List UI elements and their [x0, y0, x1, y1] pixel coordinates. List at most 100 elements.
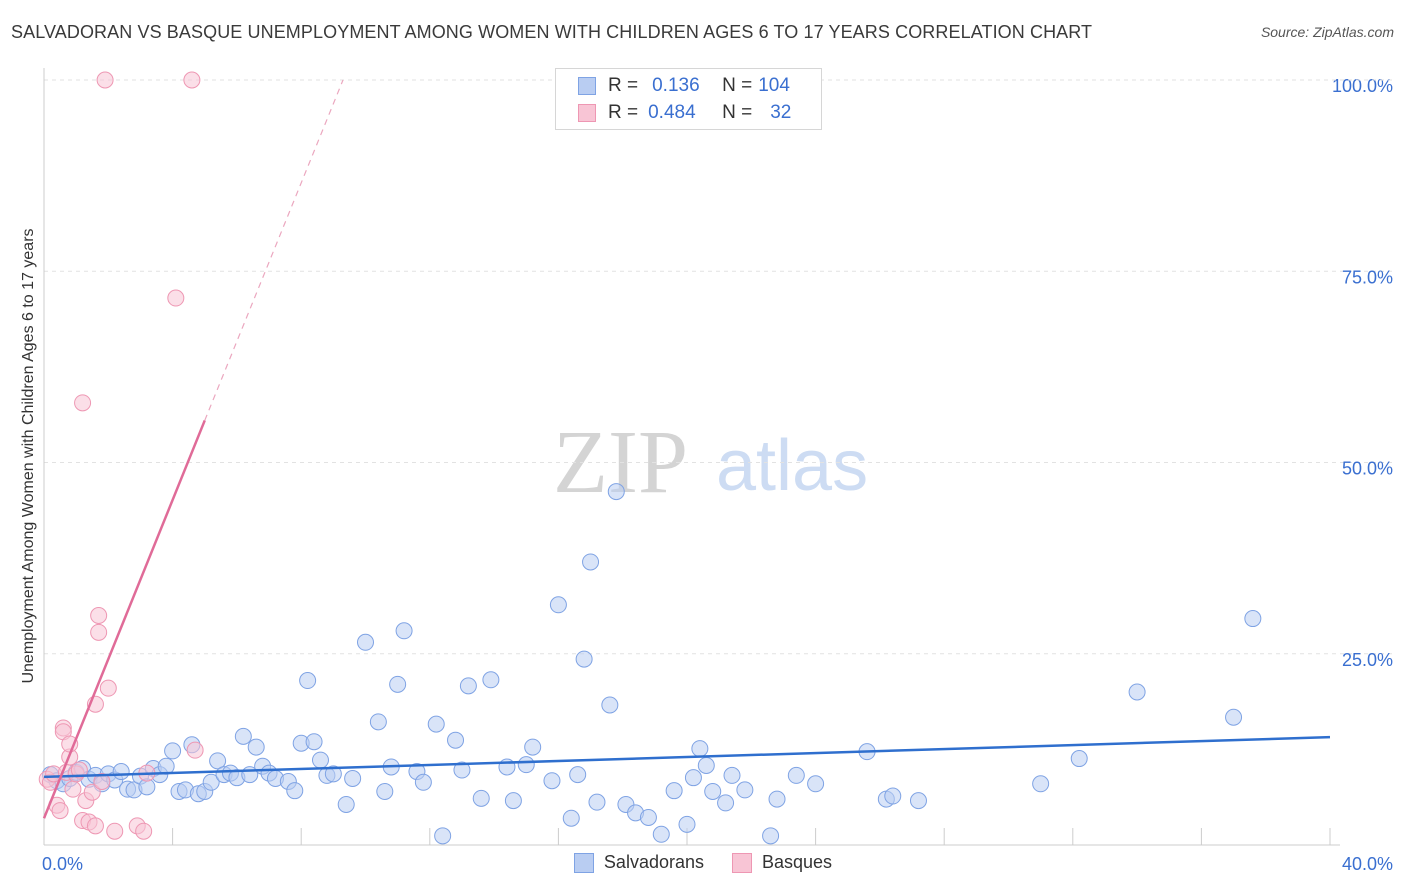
legend-n-value-basques: 32: [770, 102, 792, 123]
y-tick-label: 100.0%: [1332, 76, 1393, 96]
legend-r-value-salvadorans: 0.136: [652, 75, 700, 96]
point-basques: [51, 802, 69, 820]
point-basques: [70, 761, 88, 779]
point-salvadorans: [376, 782, 394, 800]
point-salvadorans: [884, 787, 902, 805]
point-salvadorans: [601, 696, 619, 714]
point-salvadorans: [311, 751, 329, 769]
legend-r-label: R =: [608, 75, 639, 96]
point-basques: [99, 679, 117, 697]
point-salvadorans: [1244, 610, 1262, 628]
point-salvadorans: [768, 790, 786, 808]
point-salvadorans: [447, 731, 465, 749]
legend-row-salvadorans: R = 0.136 N = 104: [578, 74, 790, 98]
point-basques: [64, 780, 82, 798]
point-salvadorans: [607, 483, 625, 501]
point-salvadorans: [453, 761, 471, 779]
point-salvadorans: [543, 772, 561, 790]
point-basques: [96, 71, 114, 89]
series-legend-salvadorans[interactable]: Salvadorans: [573, 852, 704, 873]
source-credit: Source: ZipAtlas.com: [1260, 24, 1394, 40]
point-salvadorans: [1070, 750, 1088, 768]
point-salvadorans: [582, 553, 600, 571]
point-salvadorans: [691, 740, 709, 758]
point-salvadorans: [588, 793, 606, 811]
point-basques: [135, 822, 153, 840]
point-salvadorans: [459, 677, 477, 695]
series-legend: Salvadorans Basques: [0, 852, 1406, 873]
legend-n-value-salvadorans: 104: [758, 75, 790, 96]
point-salvadorans: [909, 792, 927, 810]
point-salvadorans: [427, 715, 445, 733]
watermark-atlas: atlas: [716, 426, 868, 506]
series-swatch-salvadorans: [573, 852, 594, 873]
point-basques: [106, 822, 124, 840]
point-salvadorans: [389, 675, 407, 693]
point-salvadorans: [562, 809, 580, 827]
point-salvadorans: [665, 782, 683, 800]
correlation-legend: R = 0.136 N = 104 R = 0.484 N = 32: [555, 68, 822, 130]
point-salvadorans: [736, 781, 754, 799]
point-salvadorans: [286, 782, 304, 800]
legend-row-basques: R = 0.484 N = 32: [578, 101, 791, 125]
point-salvadorans: [324, 765, 342, 783]
point-salvadorans: [395, 622, 413, 640]
point-salvadorans: [472, 789, 490, 807]
point-salvadorans: [569, 766, 587, 784]
point-basques: [167, 289, 185, 307]
trendline-salvadorans: [43, 735, 1331, 779]
point-salvadorans: [684, 769, 702, 787]
point-salvadorans: [504, 792, 522, 810]
point-salvadorans: [202, 773, 220, 791]
point-salvadorans: [717, 794, 735, 812]
point-salvadorans: [482, 671, 500, 689]
point-salvadorans: [1128, 683, 1146, 701]
point-salvadorans: [652, 825, 670, 843]
point-salvadorans: [434, 827, 452, 845]
point-basques: [90, 623, 108, 641]
point-basques: [74, 394, 92, 412]
legend-swatch-basques: [578, 104, 596, 122]
point-basques: [186, 741, 204, 759]
y-tick-label: 25.0%: [1342, 650, 1393, 670]
point-salvadorans: [234, 727, 252, 745]
series-label-basques: Basques: [762, 852, 833, 872]
point-salvadorans: [723, 766, 741, 784]
point-basques: [93, 773, 111, 791]
point-basques: [90, 607, 108, 624]
trendline-basques: [42, 419, 206, 819]
point-salvadorans: [164, 742, 182, 760]
point-salvadorans: [678, 815, 696, 833]
point-salvadorans: [807, 775, 825, 793]
series-swatch-basques: [732, 852, 752, 873]
point-salvadorans: [1032, 775, 1050, 793]
legend-r-label: R =: [608, 102, 639, 123]
point-salvadorans: [575, 650, 593, 668]
point-basques: [183, 71, 201, 89]
point-salvadorans: [247, 738, 265, 756]
point-salvadorans: [787, 766, 805, 784]
point-salvadorans: [762, 827, 780, 845]
point-salvadorans: [517, 756, 535, 774]
point-basques: [86, 817, 104, 835]
point-salvadorans: [639, 808, 657, 826]
point-salvadorans: [524, 738, 542, 756]
legend-r-value-basques: 0.484: [648, 102, 696, 123]
x-tick-label: 40.0%: [1342, 854, 1393, 874]
trendline-basques-extension: [204, 79, 344, 421]
legend-swatch-salvadorans: [578, 77, 596, 95]
series-legend-basques[interactable]: Basques: [732, 852, 832, 873]
series-label-salvadorans: Salvadorans: [603, 852, 704, 872]
point-salvadorans: [704, 782, 722, 800]
point-salvadorans: [337, 795, 355, 813]
point-salvadorans: [209, 752, 227, 770]
x-tick-label: 0.0%: [42, 854, 83, 874]
legend-n-label: N =: [722, 102, 753, 123]
point-salvadorans: [549, 596, 567, 614]
point-salvadorans: [299, 672, 317, 690]
point-salvadorans: [697, 756, 715, 774]
point-salvadorans: [112, 763, 130, 781]
point-basques: [83, 783, 101, 801]
y-tick-label: 75.0%: [1342, 267, 1393, 287]
